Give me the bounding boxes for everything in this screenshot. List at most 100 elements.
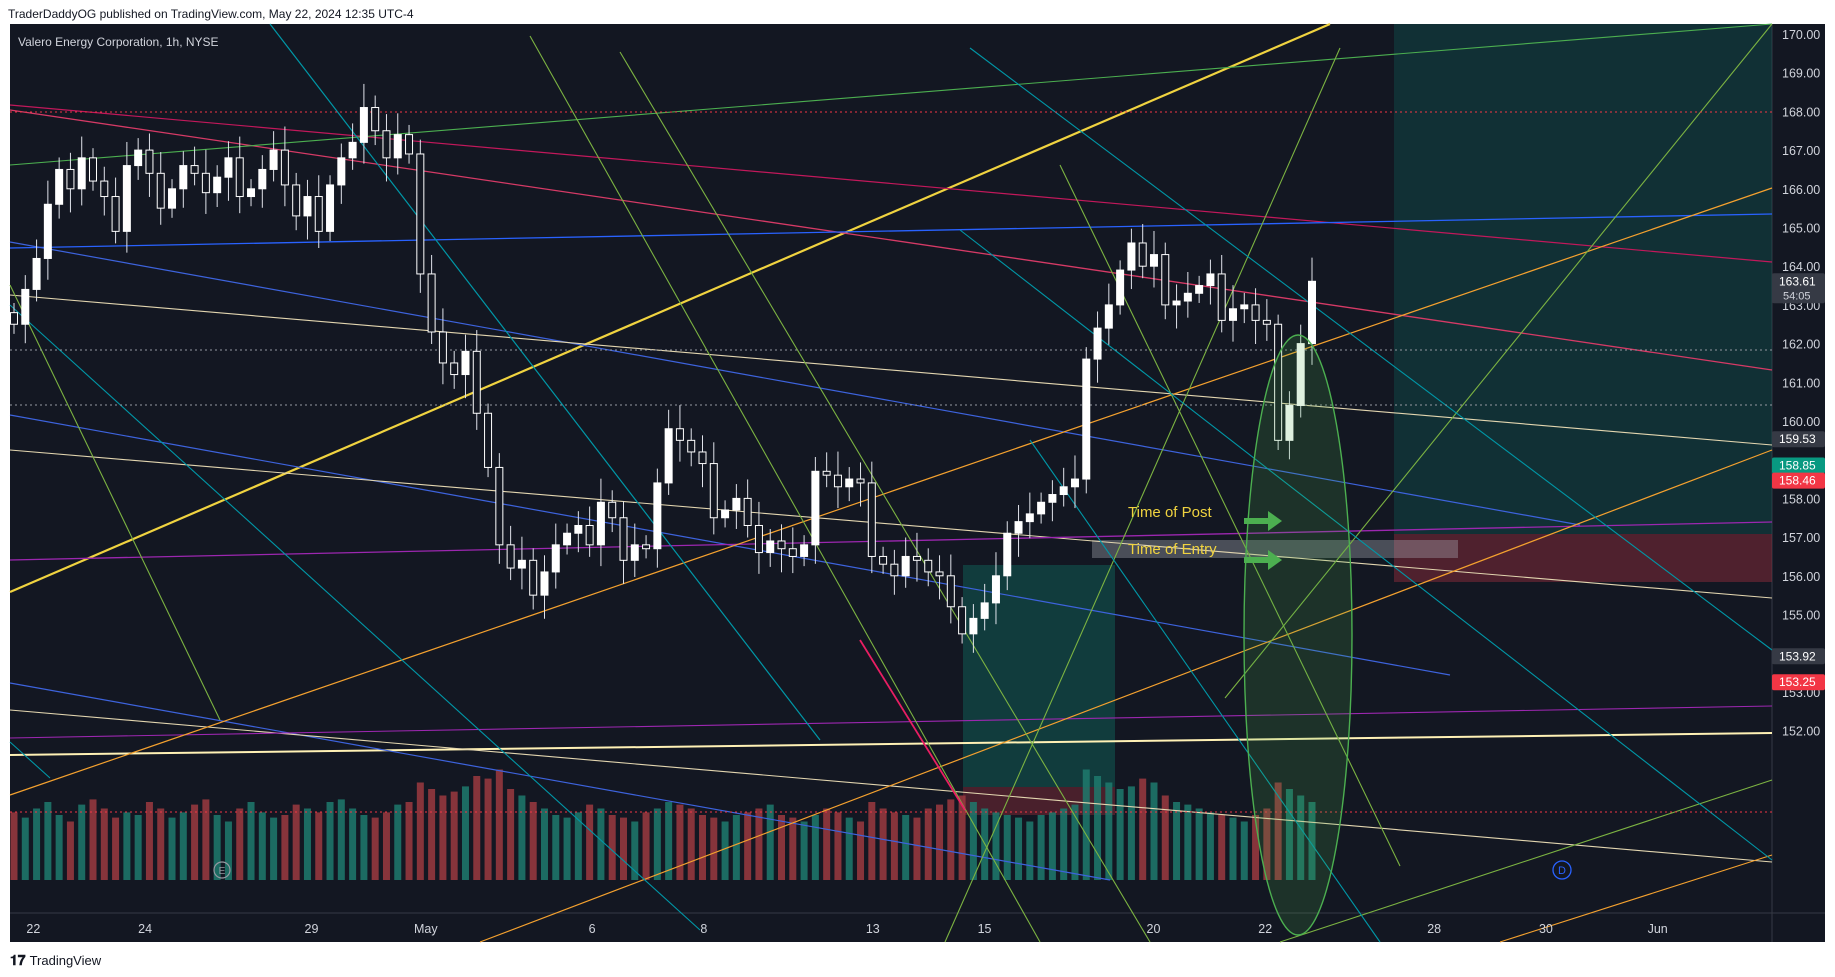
- candle-body: [303, 196, 312, 217]
- candle-body: [438, 331, 447, 364]
- volume-bar: [1218, 815, 1226, 880]
- candle-body: [179, 165, 188, 190]
- volume-bar: [1048, 812, 1056, 880]
- candle-body: [675, 428, 684, 441]
- x-tick-label: 30: [1539, 922, 1553, 936]
- candle-body: [1037, 501, 1046, 515]
- candle-body: [371, 107, 380, 132]
- price-badge: [1772, 431, 1825, 448]
- candle-body: [405, 134, 414, 155]
- trendline: [9, 521, 1773, 561]
- volume-bar: [258, 812, 266, 880]
- volume-bar: [642, 812, 650, 880]
- volume-bar: [710, 817, 718, 880]
- y-tick-label: 167.00: [1782, 144, 1820, 158]
- volume-bar: [913, 817, 921, 880]
- trendline: [9, 741, 51, 779]
- candle-body: [1228, 308, 1237, 321]
- candle-body: [1296, 343, 1305, 407]
- candle-body: [484, 412, 493, 468]
- volume-bar: [619, 817, 627, 880]
- dividend-icon[interactable]: D: [1552, 860, 1572, 880]
- price-axis[interactable]: 170.00 169.00 168.00 167.00 166.00 165.00 164.…: [1782, 28, 1820, 739]
- price-badge: [1772, 273, 1825, 304]
- trendline: [9, 449, 1773, 599]
- candle-body: [77, 157, 86, 190]
- y-tick-label: 164.00: [1782, 260, 1820, 274]
- volume-bar: [529, 802, 537, 880]
- candle-body: [529, 559, 538, 596]
- volume-bar: [1229, 817, 1237, 880]
- arrow-icon: [1244, 511, 1282, 531]
- svg-text:E: E: [219, 866, 226, 877]
- volume-bar: [732, 815, 740, 880]
- volume-bar: [461, 786, 469, 880]
- volume-bar: [21, 817, 29, 880]
- candle-body: [416, 153, 425, 275]
- candle-body: [1003, 532, 1012, 577]
- volume-bar: [145, 802, 153, 880]
- price-badge-label: 158.85: [1779, 459, 1816, 473]
- candle-body: [1262, 319, 1271, 325]
- volume-bar: [1116, 789, 1124, 880]
- volume-bar: [552, 815, 560, 880]
- volume-bar: [699, 815, 707, 880]
- candle-body: [100, 180, 109, 198]
- time-axis[interactable]: 22 24 29 May 6 8 13 15 20 22 28 30 Jun: [26, 922, 1667, 936]
- y-tick-label: 161.00: [1782, 376, 1820, 390]
- trendline: [1224, 23, 1773, 699]
- candle-body: [721, 509, 730, 519]
- candle-body: [969, 617, 978, 635]
- trendline: [9, 187, 1773, 796]
- candle-body: [890, 563, 899, 577]
- trendline: [859, 639, 966, 811]
- earnings-icon[interactable]: E: [213, 861, 231, 879]
- trendline: [1279, 779, 1773, 943]
- price-badge-label: 158.46: [1779, 474, 1816, 488]
- volume-bar: [394, 804, 402, 880]
- x-tick-label: 28: [1427, 922, 1441, 936]
- volume-bar: [969, 802, 977, 880]
- volume-bar: [349, 808, 357, 880]
- volume-bar: [134, 815, 142, 880]
- volume-bar: [845, 817, 853, 880]
- candle-body: [664, 428, 673, 484]
- trendline: [9, 304, 701, 931]
- volume-bar: [857, 821, 865, 880]
- volume-bar: [428, 789, 436, 880]
- volume-bar: [66, 821, 74, 880]
- stop-zone: [1394, 534, 1772, 582]
- price-badge-label: 159.53: [1779, 432, 1816, 446]
- candle-body: [833, 474, 842, 488]
- volume-bar: [1274, 782, 1282, 880]
- y-tick-label: 170.00: [1782, 28, 1820, 42]
- candle-body: [1025, 513, 1034, 523]
- volume-bar: [44, 802, 52, 880]
- volume-bar: [902, 815, 910, 880]
- candle-body: [924, 559, 933, 573]
- trendline: [9, 294, 1773, 446]
- volume-bar: [213, 815, 221, 880]
- trendline: [9, 213, 1773, 249]
- volume-bar: [721, 821, 729, 880]
- volume-bar: [303, 808, 311, 880]
- price-badge: [1772, 648, 1825, 665]
- candle-body: [145, 149, 154, 174]
- volume-bar: [100, 808, 108, 880]
- candle-body: [958, 606, 967, 635]
- volume-bar: [800, 821, 808, 880]
- volume-bar: [1161, 795, 1169, 880]
- candle-body: [1048, 494, 1057, 503]
- arrow-icon: [1244, 550, 1282, 570]
- candle-body: [788, 548, 797, 557]
- price-badge-label: 153.25: [1779, 675, 1816, 689]
- candle-body: [32, 257, 41, 290]
- candle-body: [766, 540, 775, 554]
- candle-body: [608, 501, 617, 519]
- candle-body: [1285, 405, 1294, 441]
- candle-body: [1070, 478, 1079, 488]
- volume-bar: [112, 817, 120, 880]
- candle-body: [235, 157, 244, 198]
- candle-body: [213, 176, 222, 194]
